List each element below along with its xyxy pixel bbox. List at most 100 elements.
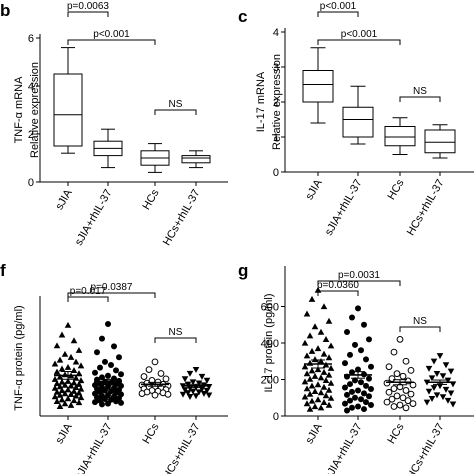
box-iqr xyxy=(53,73,83,147)
data-point xyxy=(64,377,72,384)
box-3 xyxy=(140,143,170,173)
data-point xyxy=(433,371,441,377)
significance-label: NS xyxy=(169,327,183,338)
data-point xyxy=(51,384,59,391)
significance-bracket: p=0.0387 xyxy=(67,282,156,298)
data-point xyxy=(301,393,309,400)
data-point xyxy=(111,343,117,350)
data-point xyxy=(325,386,333,393)
data-point xyxy=(320,350,328,357)
data-point xyxy=(195,389,203,396)
y-tick-label: 3 xyxy=(273,62,279,74)
data-point xyxy=(151,391,159,399)
data-point xyxy=(396,401,404,409)
y-axis-title: TNF-α protein (pg/ml) xyxy=(13,305,25,410)
data-point xyxy=(442,386,450,393)
data-point xyxy=(385,363,393,371)
significance-label: p=0.0063 xyxy=(67,1,109,12)
data-point xyxy=(181,376,189,383)
data-point xyxy=(407,366,415,374)
significance-bracket: p=0.0063 xyxy=(67,1,109,17)
bracket-line xyxy=(67,296,109,302)
significance-label: p=0.0387 xyxy=(91,282,133,293)
significance-label: p<0.001 xyxy=(320,1,357,12)
data-point xyxy=(322,336,330,342)
y-tick-label: 400 xyxy=(261,338,279,350)
data-point xyxy=(355,403,361,410)
data-point xyxy=(99,335,105,342)
data-point xyxy=(70,337,78,344)
significance-label: p<0.001 xyxy=(93,29,130,40)
data-point xyxy=(361,390,367,397)
data-point xyxy=(320,383,328,390)
data-point xyxy=(344,329,350,336)
data-point xyxy=(184,390,192,397)
data-point xyxy=(447,368,455,375)
data-point xyxy=(56,383,64,390)
data-point xyxy=(409,400,417,407)
data-point xyxy=(368,363,374,370)
significance-bracket: NS xyxy=(154,99,197,115)
significance-bracket: p<0.001 xyxy=(67,29,156,45)
series-2 xyxy=(342,305,374,414)
data-point xyxy=(320,399,328,405)
data-point xyxy=(342,384,348,391)
data-point xyxy=(157,370,165,377)
data-point xyxy=(439,373,447,380)
data-point xyxy=(97,364,103,371)
data-point xyxy=(325,317,333,324)
data-point xyxy=(308,382,316,389)
data-point xyxy=(317,404,325,411)
data-point xyxy=(396,335,404,343)
data-point xyxy=(314,396,322,403)
significance-label: p=0.0360 xyxy=(317,280,359,291)
data-point xyxy=(399,394,407,402)
data-point xyxy=(61,400,69,407)
data-point xyxy=(64,386,72,393)
data-point xyxy=(439,394,447,401)
data-point xyxy=(301,363,309,370)
y-tick-label: 4 xyxy=(273,27,279,39)
y-axis-title: Relative expression xyxy=(271,54,283,150)
data-point xyxy=(423,399,431,406)
data-point xyxy=(347,381,353,388)
data-point xyxy=(53,368,61,375)
data-point xyxy=(301,339,309,346)
data-point xyxy=(64,395,72,402)
box-4 xyxy=(424,124,456,159)
data-point xyxy=(61,350,69,357)
data-point xyxy=(390,348,398,356)
data-point xyxy=(320,303,328,310)
data-point xyxy=(399,372,407,380)
data-point xyxy=(363,356,369,363)
data-point xyxy=(164,390,172,398)
data-point xyxy=(407,390,415,398)
data-point xyxy=(189,379,197,386)
box-iqr xyxy=(302,70,334,103)
panel-b: b TNF-α mRNA Relative expression 0 2 4 6 sJIAsJ… xyxy=(0,1,228,248)
data-point xyxy=(317,389,325,396)
data-point xyxy=(77,362,85,369)
x-tick-label-hcs-rhil-37: HCs+rhIL-37 xyxy=(161,188,203,248)
significance-bracket: NS xyxy=(154,327,197,343)
data-point xyxy=(61,371,69,378)
data-point xyxy=(118,399,124,406)
box-4 xyxy=(181,150,211,169)
data-point xyxy=(390,403,398,410)
bracket-line xyxy=(317,280,401,286)
box-iqr xyxy=(384,126,416,147)
data-point xyxy=(75,399,83,406)
data-point xyxy=(70,367,78,374)
data-point xyxy=(303,385,311,392)
data-point xyxy=(70,387,78,394)
data-point xyxy=(311,372,319,379)
data-point xyxy=(108,361,114,368)
box-1 xyxy=(53,47,83,154)
data-point xyxy=(311,356,319,363)
significance-label: NS xyxy=(169,99,183,110)
data-point xyxy=(72,392,80,399)
data-point xyxy=(306,359,314,366)
data-point xyxy=(314,366,322,373)
data-point xyxy=(61,390,69,397)
